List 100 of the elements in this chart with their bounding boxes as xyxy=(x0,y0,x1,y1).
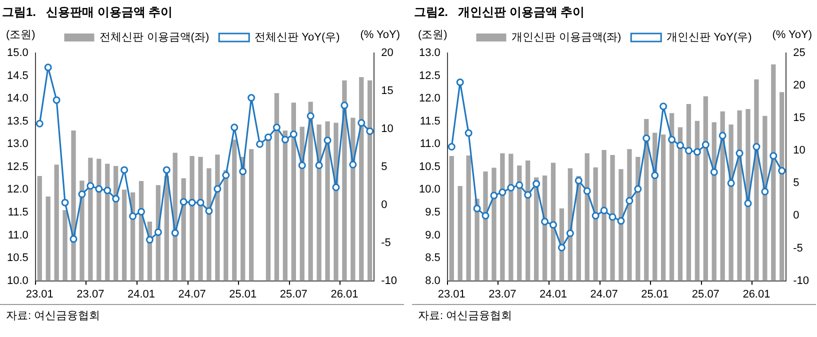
point xyxy=(104,186,112,194)
legend-label: 전체신판 이용금액(좌) xyxy=(100,32,210,44)
point xyxy=(693,148,701,156)
y-axis-title: (조원) xyxy=(418,29,448,41)
point xyxy=(592,212,600,220)
point xyxy=(95,185,103,193)
point xyxy=(710,168,718,176)
point xyxy=(162,166,170,174)
point xyxy=(744,200,752,208)
point xyxy=(256,140,264,148)
y-tick-label: 12.0 xyxy=(418,92,440,105)
x-tick-label: 26.01 xyxy=(742,288,770,300)
point xyxy=(482,212,490,220)
point xyxy=(727,179,735,187)
point xyxy=(574,176,582,184)
chart-title: 그림1. 신용판매 이용금액 추이 xyxy=(1,4,174,21)
x-tick-label: 25.07 xyxy=(692,288,720,300)
y2-tick-label: 10 xyxy=(381,122,394,135)
point xyxy=(129,212,137,220)
point xyxy=(684,146,692,154)
point xyxy=(524,191,532,199)
point xyxy=(532,180,540,188)
point xyxy=(676,142,684,150)
point xyxy=(61,198,69,206)
point xyxy=(188,198,196,206)
legend-label: 개인신판 YoY(우) xyxy=(666,32,752,44)
point xyxy=(464,129,472,137)
y2-tick-label: 5 xyxy=(793,177,800,190)
text: 자료: 여신금융협회 xyxy=(0,304,404,323)
y-tick-label: 9.0 xyxy=(425,229,440,242)
y-tick-label: 12.0 xyxy=(6,184,28,196)
y-tick-label: 8.0 xyxy=(425,274,440,287)
point xyxy=(196,198,204,206)
point xyxy=(290,130,298,138)
y-tick-label: 10.5 xyxy=(418,160,440,173)
point xyxy=(651,172,659,180)
point xyxy=(702,141,710,149)
y2-tick-label: 0 xyxy=(381,198,388,211)
y2-tick-label: 5 xyxy=(381,160,388,173)
y2-tick-label: 25 xyxy=(793,47,806,60)
point xyxy=(770,152,778,160)
x-tick-label: 24.07 xyxy=(178,288,206,300)
point xyxy=(566,230,574,238)
x-tick-label: 25.07 xyxy=(280,288,308,300)
y2-axis-title: (% YoY) xyxy=(360,29,400,41)
x-tick-label: 25.01 xyxy=(641,288,669,300)
point xyxy=(516,181,524,189)
x-tick-label: 26.01 xyxy=(330,288,358,300)
chart-title: 그림2. 개인신판 이용금액 추이 xyxy=(413,4,586,21)
point xyxy=(281,136,289,144)
point xyxy=(498,188,506,196)
point xyxy=(214,185,222,193)
legend-label: 개인신판 이용금액(좌) xyxy=(512,32,622,44)
point xyxy=(490,192,498,200)
x-tick-label: 23.01 xyxy=(438,288,466,300)
point xyxy=(473,204,481,212)
point xyxy=(349,160,357,168)
y-tick-label: 10.0 xyxy=(6,274,28,287)
point xyxy=(366,127,374,135)
point xyxy=(52,96,60,104)
x-tick-label: 23.07 xyxy=(76,288,104,300)
x-tick-label: 24.01 xyxy=(127,288,156,300)
point xyxy=(146,236,154,244)
point xyxy=(550,221,557,229)
x-tick-label: 24.07 xyxy=(590,288,618,300)
x-tick-label: 23.01 xyxy=(26,288,54,300)
point xyxy=(86,182,94,190)
y-tick-label: 9.5 xyxy=(425,206,440,218)
point xyxy=(315,162,323,170)
y-tick-label: 13.0 xyxy=(6,138,28,150)
point xyxy=(456,78,464,86)
point xyxy=(634,185,642,193)
y-tick-label: 14.0 xyxy=(6,92,28,105)
point xyxy=(736,149,744,157)
point xyxy=(541,218,549,226)
y2-tick-label: -5 xyxy=(381,236,391,249)
point xyxy=(600,206,608,214)
point xyxy=(44,64,52,72)
point xyxy=(332,184,340,192)
x-tick-label: 24.01 xyxy=(539,288,568,300)
y2-tick-label: -10 xyxy=(381,274,398,287)
y-tick-label: 8.5 xyxy=(425,252,440,264)
point xyxy=(448,142,456,150)
point xyxy=(617,217,625,225)
y-tick-label: 10.5 xyxy=(6,252,28,264)
point xyxy=(171,229,179,237)
y-tick-label: 11.5 xyxy=(8,206,28,218)
point xyxy=(608,213,616,221)
point xyxy=(239,168,247,176)
point xyxy=(778,167,786,175)
point xyxy=(340,102,348,110)
y2-tick-label: 20 xyxy=(793,80,806,92)
y2-tick-label: -10 xyxy=(793,274,810,287)
y-tick-label: 15.0 xyxy=(6,47,28,60)
point xyxy=(222,172,230,180)
x-tick-label: 23.07 xyxy=(488,288,516,300)
point xyxy=(180,198,188,206)
point xyxy=(205,207,213,215)
y2-tick-label: -5 xyxy=(793,242,803,254)
y2-tick-label: 20 xyxy=(381,47,394,60)
